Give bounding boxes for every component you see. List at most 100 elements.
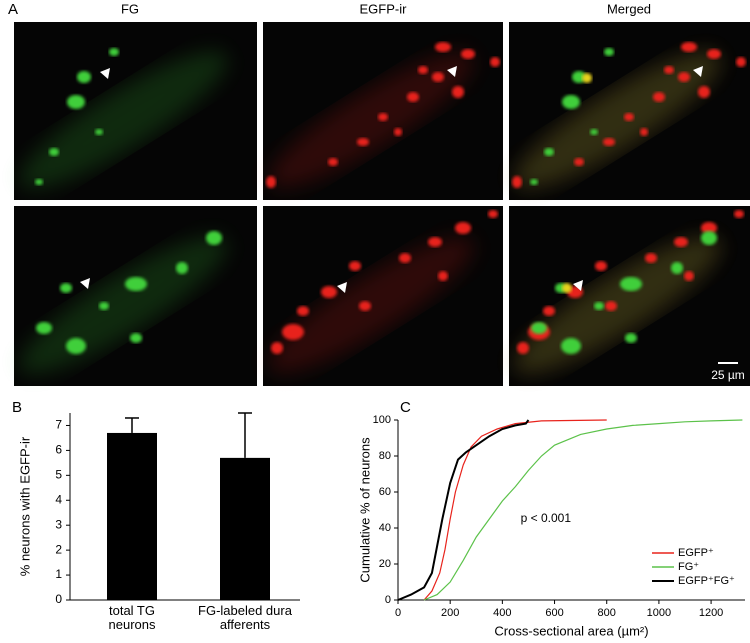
- cell: [328, 158, 338, 166]
- y-tick-label: 7: [55, 418, 62, 432]
- tissue-glow: [514, 51, 721, 189]
- cell: [603, 138, 615, 146]
- x-tick-label: total TG neurons: [108, 603, 156, 632]
- cell: [435, 42, 451, 52]
- cell: [282, 324, 304, 340]
- micrograph: [509, 22, 750, 200]
- cell: [701, 231, 717, 245]
- cell: [517, 342, 529, 354]
- x-tick-label: 200: [441, 607, 459, 619]
- x-tick-label: 1000: [647, 607, 671, 619]
- column-title: EGFP-ir: [360, 1, 408, 16]
- cell: [645, 253, 657, 263]
- y-tick-label: 100: [373, 414, 391, 426]
- cell: [653, 92, 665, 102]
- column-title: FG: [121, 1, 139, 16]
- scale-bar-label: 25 µm: [711, 368, 745, 382]
- x-axis-label: Cross-sectional area (µm²): [494, 623, 648, 638]
- cell: [428, 237, 442, 247]
- cell: [664, 66, 674, 74]
- bar: [220, 457, 270, 600]
- cell: [452, 86, 464, 98]
- cell: [594, 302, 604, 310]
- annotation: p < 0.001: [521, 511, 572, 525]
- cell: [543, 306, 555, 316]
- series-line: [423, 419, 607, 601]
- x-tick-label: 0: [395, 607, 401, 619]
- micrograph: [509, 206, 750, 386]
- cell: [418, 66, 428, 74]
- cell: [698, 86, 710, 98]
- cell: [625, 333, 637, 343]
- cell: [574, 158, 584, 166]
- cell: [176, 262, 188, 274]
- panel-label: A: [8, 1, 18, 18]
- cell: [297, 306, 309, 316]
- arrowhead: [693, 66, 703, 77]
- cell: [595, 261, 607, 271]
- cell: [605, 301, 617, 311]
- cell: [562, 283, 572, 293]
- cell: [490, 57, 500, 67]
- cell: [321, 286, 337, 298]
- x-tick-label: FG-labeled dura afferents: [198, 603, 292, 632]
- cell: [707, 49, 721, 59]
- arrowhead: [100, 68, 110, 79]
- arrowhead: [337, 282, 347, 293]
- cell: [512, 176, 522, 188]
- tissue-glow: [268, 237, 474, 373]
- micrograph: [14, 22, 257, 200]
- y-tick-label: 6: [55, 443, 62, 457]
- cell: [734, 210, 744, 218]
- y-axis-label: % neurons with EGFP-ir: [17, 436, 32, 576]
- micrograph: [263, 206, 503, 386]
- tissue-glow: [268, 52, 474, 188]
- panel-label: C: [400, 399, 411, 416]
- cell: [357, 138, 369, 146]
- cell: [620, 277, 642, 291]
- y-tick-label: 60: [379, 486, 391, 498]
- y-tick-label: 40: [379, 522, 391, 534]
- panel-label: B: [12, 399, 22, 416]
- cell: [461, 49, 475, 59]
- cell: [624, 113, 634, 121]
- cell: [99, 302, 109, 310]
- cell: [271, 342, 283, 354]
- cell: [125, 277, 147, 291]
- y-tick-label: 0: [55, 592, 62, 606]
- cell: [266, 176, 276, 188]
- y-tick-label: 0: [385, 594, 391, 606]
- cell: [561, 338, 581, 354]
- x-tick-label: 1200: [699, 607, 723, 619]
- legend-label: EGFP⁺FG⁺: [678, 575, 735, 587]
- y-tick-label: 80: [379, 450, 391, 462]
- y-tick-label: 5: [55, 468, 62, 482]
- cell: [399, 253, 411, 263]
- cell: [640, 128, 648, 136]
- cell: [95, 129, 103, 135]
- y-tick-label: 4: [55, 492, 62, 506]
- arrowhead: [80, 278, 90, 289]
- y-tick-label: 2: [55, 542, 62, 556]
- cell: [530, 179, 538, 185]
- cell: [130, 333, 142, 343]
- cell: [544, 148, 554, 156]
- y-tick-label: 1: [55, 567, 62, 581]
- series-line: [397, 419, 530, 601]
- cell: [35, 179, 43, 185]
- legend-label: FG⁺: [678, 561, 699, 573]
- cell: [394, 128, 402, 136]
- cell: [36, 322, 52, 334]
- x-tick-label: 400: [493, 607, 511, 619]
- cell: [109, 48, 119, 56]
- series-line: [423, 419, 743, 601]
- cell: [582, 73, 592, 83]
- y-tick-label: 20: [379, 558, 391, 570]
- cell: [531, 322, 547, 334]
- y-axis-label: Cumulative % of neurons: [357, 437, 372, 583]
- tissue-glow: [514, 236, 721, 374]
- cell: [432, 72, 444, 82]
- micrographs: [14, 22, 750, 386]
